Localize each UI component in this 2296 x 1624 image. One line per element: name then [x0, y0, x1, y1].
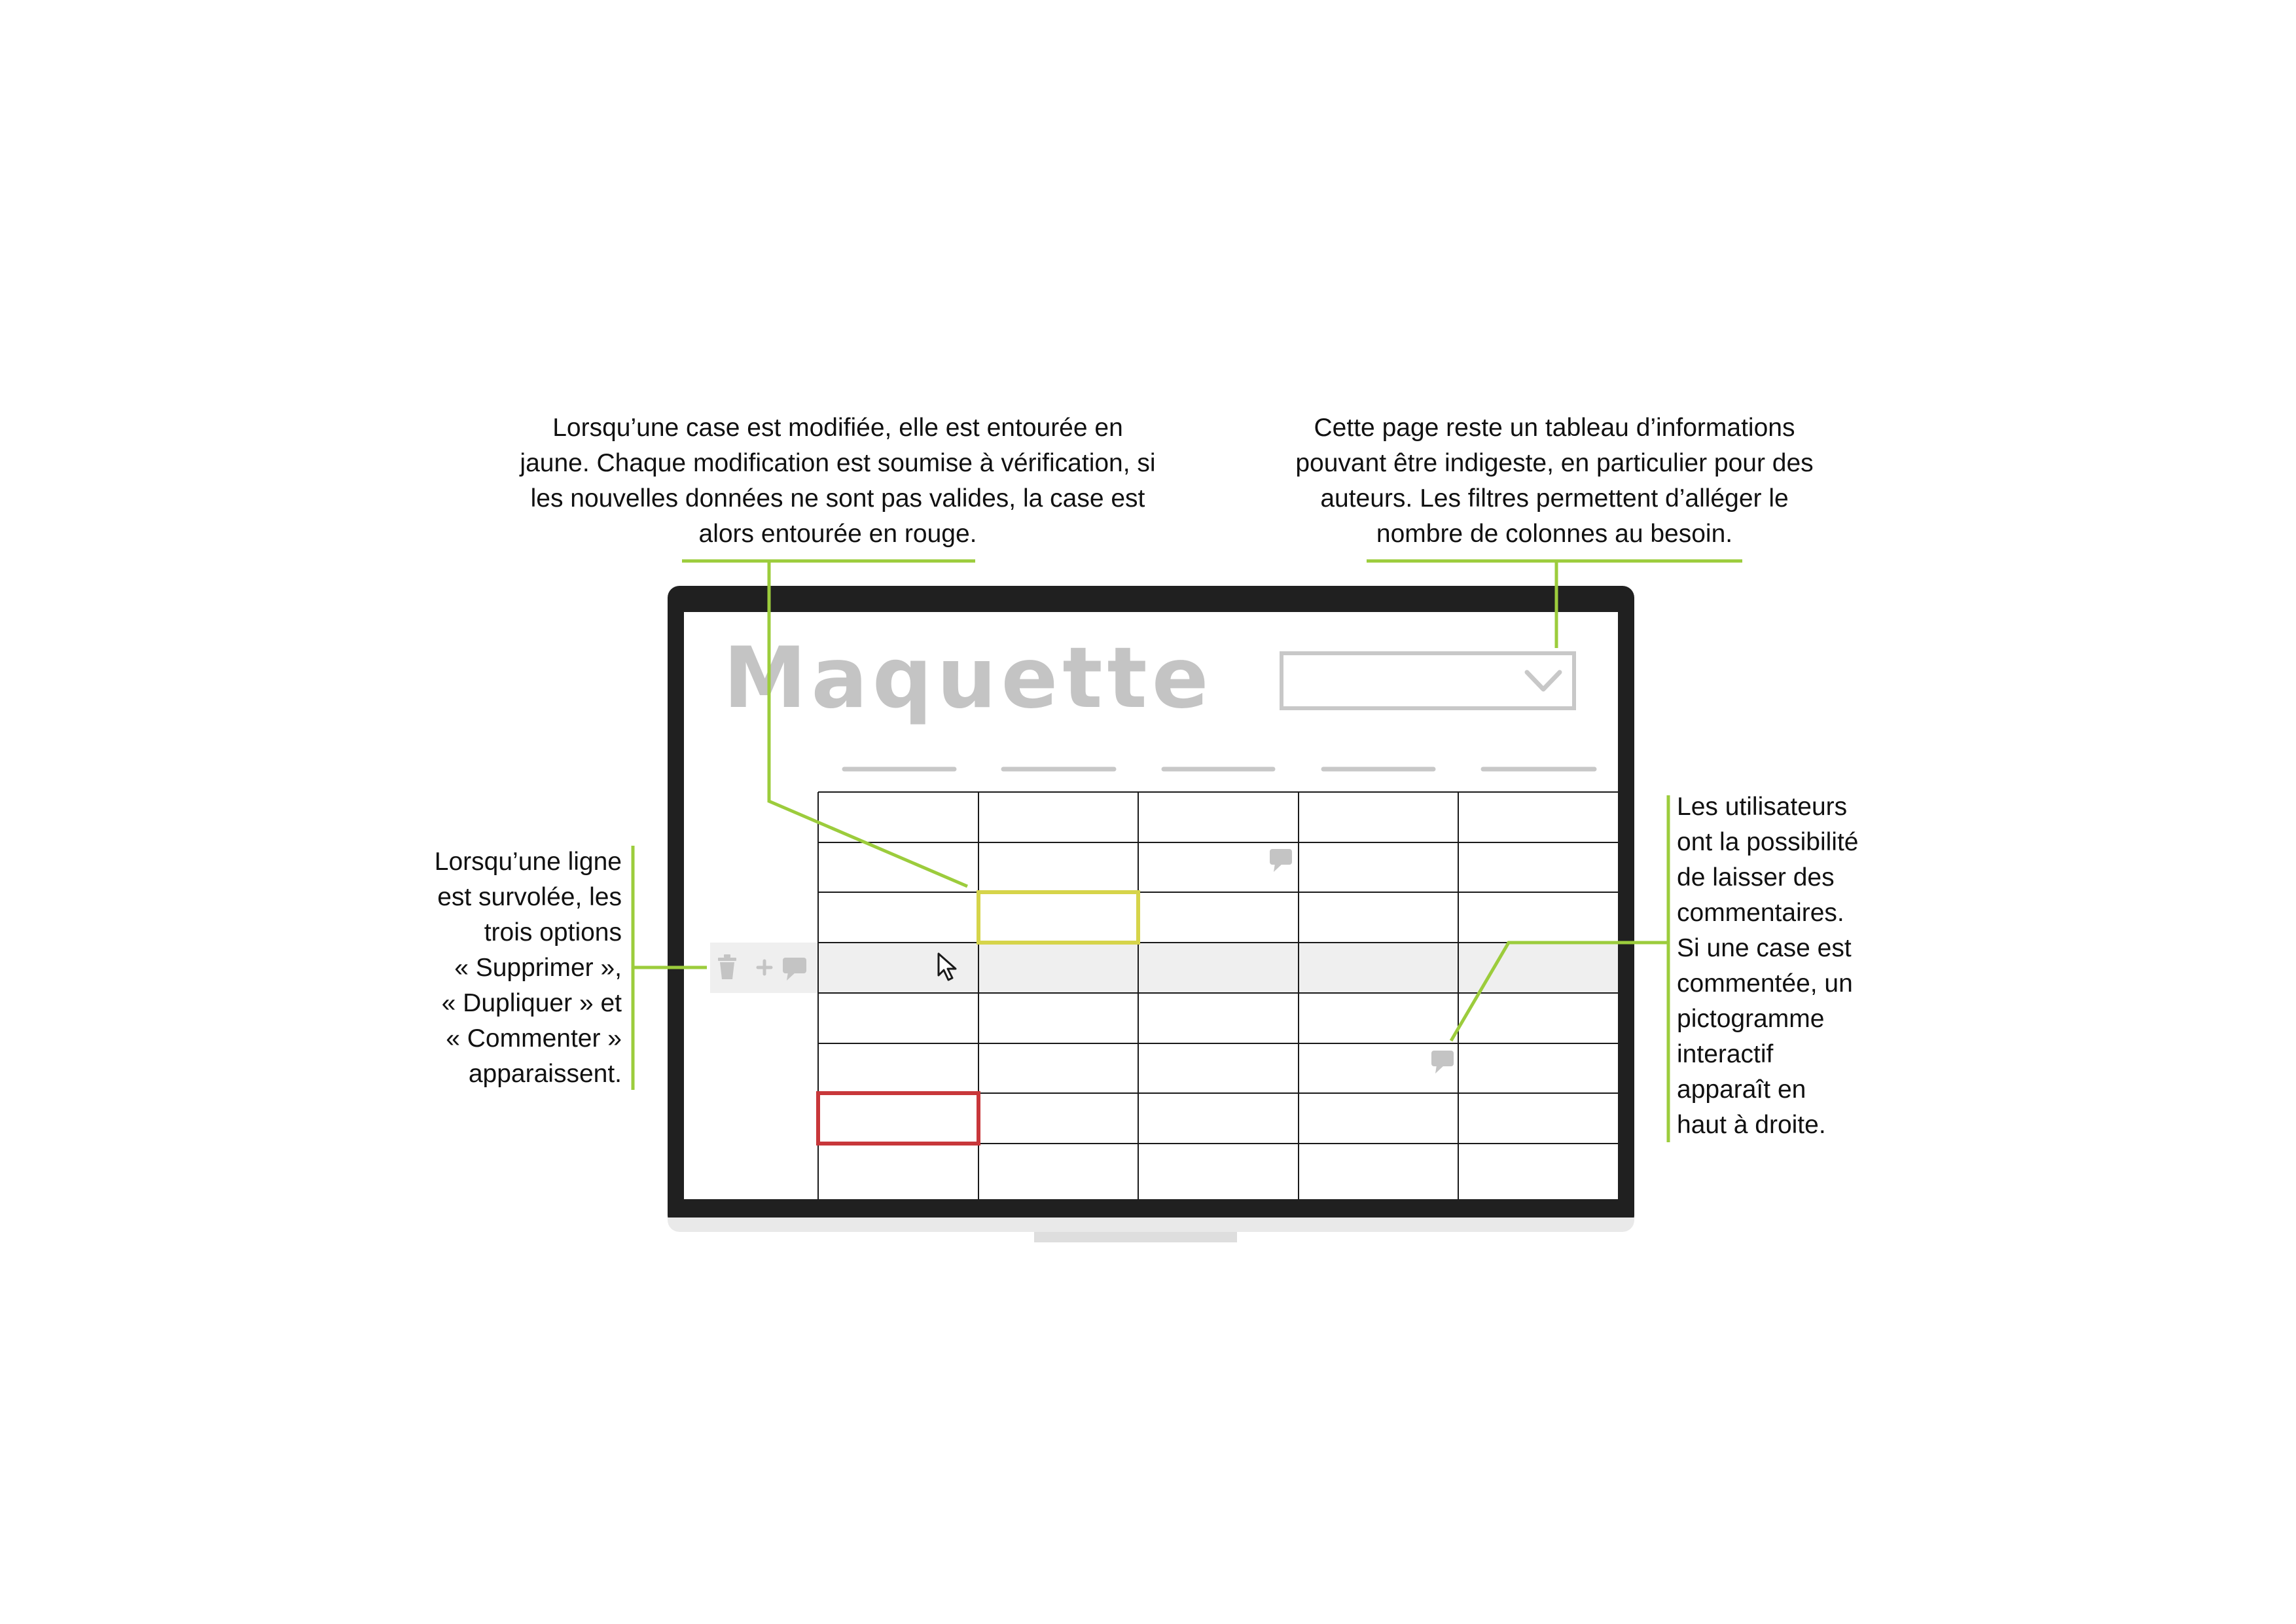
annotation-line: est survolée, les — [437, 883, 622, 911]
annotation-line: commentaires. — [1677, 899, 1844, 927]
annotation-line: Cette page reste un tableau d’informatio… — [1314, 414, 1795, 442]
monitor-stand — [1034, 1232, 1237, 1242]
annotation-line: « Commenter » — [446, 1024, 622, 1053]
annotation-line: pouvant être indigeste, en particulier p… — [1295, 449, 1814, 477]
monitor-chin — [668, 1218, 1634, 1232]
mockup-title: Maquette — [723, 630, 1213, 727]
annotation-line: Les utilisateurs — [1677, 793, 1848, 821]
annotation-line: les nouvelles données ne sont pas valide… — [530, 484, 1145, 513]
annotation-line: pictogramme — [1677, 1005, 1825, 1033]
annotation-line: Si une case est — [1677, 934, 1852, 962]
column-filter-dropdown[interactable] — [1280, 651, 1576, 710]
annotation-line: trois options — [484, 918, 622, 947]
annotation-line: Lorsqu’une case est modifiée, elle est e… — [552, 414, 1123, 442]
annotation-line: nombre de colonnes au besoin. — [1376, 520, 1733, 548]
annotation-line: de laisser des — [1677, 863, 1835, 892]
annotation-comments: Les utilisateurs ont la possibilité de l… — [1677, 789, 1952, 1143]
annotation-line: jaune. Chaque modification est soumise à… — [520, 449, 1156, 477]
annotation-line: apparaissent. — [468, 1060, 622, 1088]
annotation-line: ont la possibilité — [1677, 828, 1859, 856]
annotation-line: haut à droite. — [1677, 1111, 1826, 1139]
annotation-line: « Dupliquer » et — [441, 989, 622, 1017]
annotation-line: alors entourée en rouge. — [698, 520, 977, 548]
annotation-line: commentée, un — [1677, 969, 1853, 998]
annotation-line: auteurs. Les filtres permettent d’allége… — [1320, 484, 1789, 513]
annotation-row-actions: Lorsqu’une ligne est survolée, les trois… — [367, 844, 622, 1092]
annotation-filters: Cette page reste un tableau d’informatio… — [1276, 410, 1833, 552]
annotation-line: « Supprimer », — [454, 954, 622, 982]
annotation-line: apparaît en — [1677, 1075, 1806, 1104]
annotation-line: interactif — [1677, 1040, 1774, 1068]
annotation-line: Lorsqu’une ligne — [434, 848, 622, 876]
annotation-modified-cell: Lorsqu’une case est modifiée, elle est e… — [494, 410, 1181, 552]
